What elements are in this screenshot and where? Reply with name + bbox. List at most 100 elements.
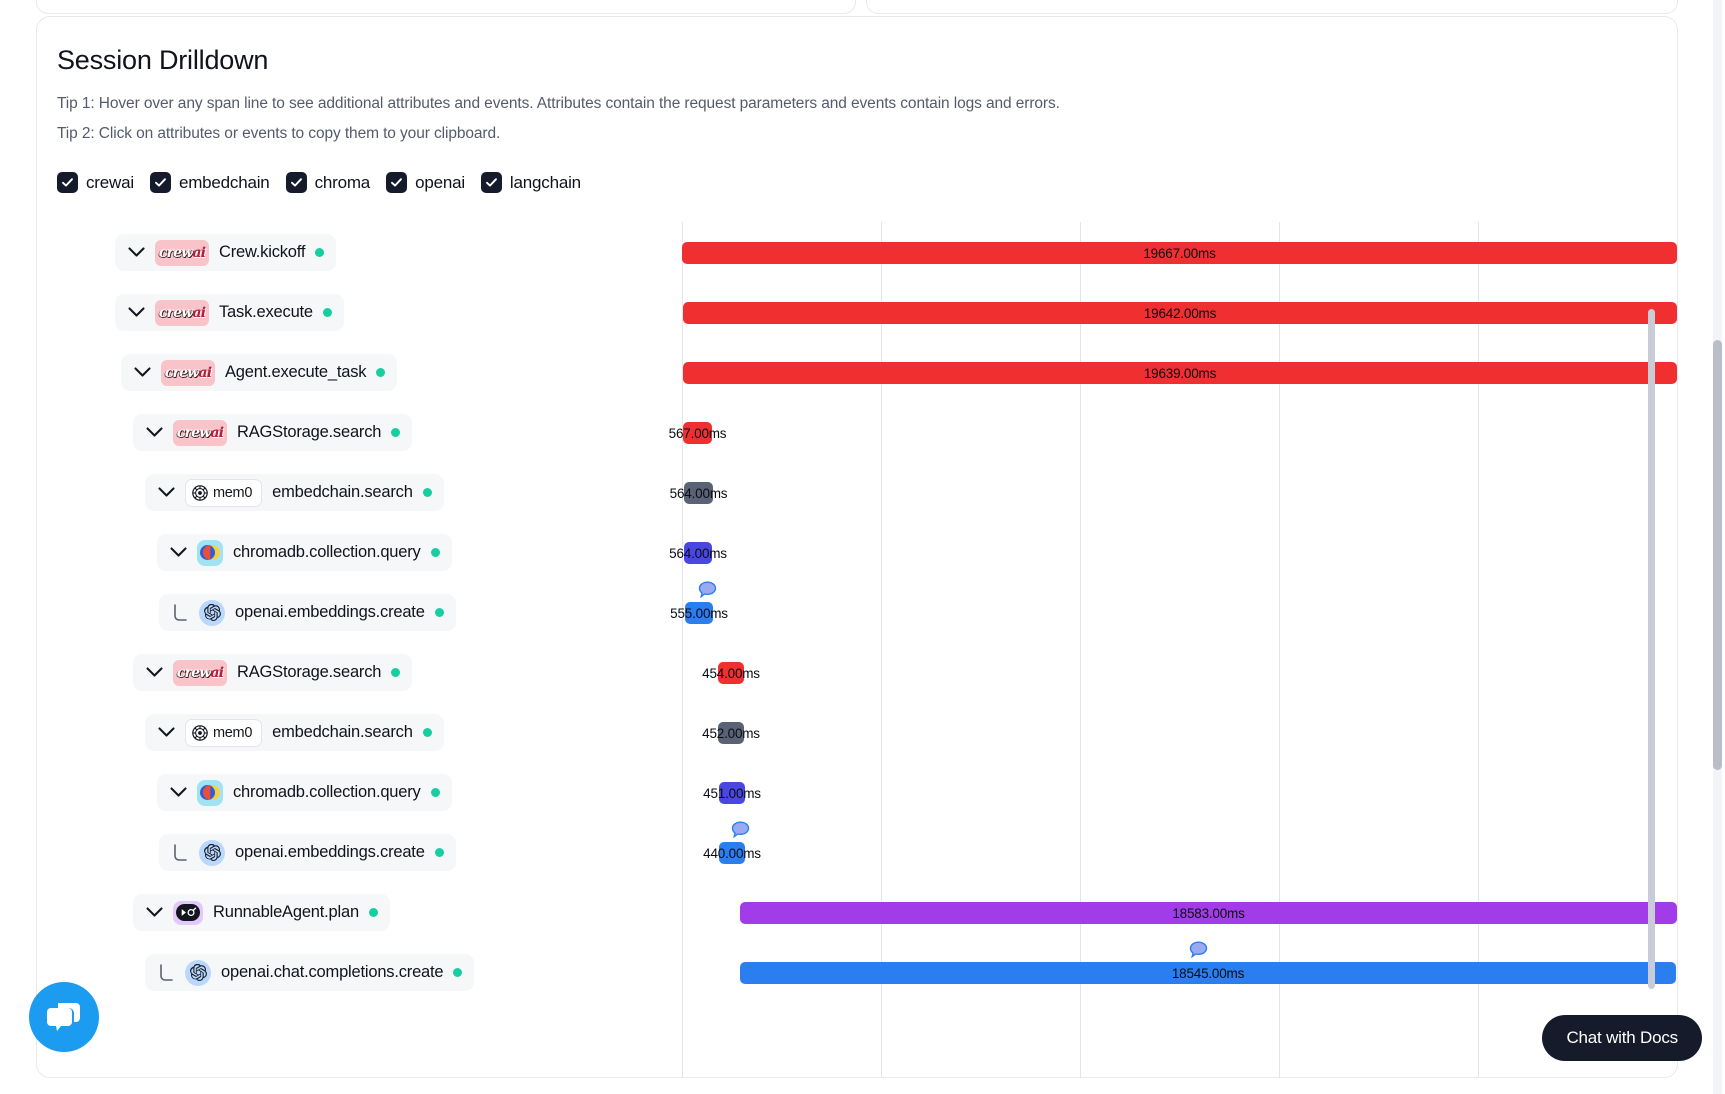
span-label-chromadb.collection.query[interactable]: chromadb.collection.query [157,774,452,811]
span-bar[interactable]: 452.00ms [702,722,760,744]
tree-elbow-icon [155,962,177,984]
span-bar[interactable]: 454.00ms [702,662,760,684]
page-scrollbar-thumb[interactable] [1713,340,1722,770]
checkbox-chroma[interactable] [285,172,307,193]
gridline [1478,222,1479,1078]
filter-openai[interactable]: openai [386,172,465,193]
span-bar[interactable]: 440.00ms [703,842,761,864]
span-bar[interactable]: 564.00ms [670,482,728,504]
span-row[interactable]: crew ai Crew.kickoff 19667.00ms [37,222,1677,282]
checkbox-langchain[interactable] [480,172,502,193]
span-label-Crew.kickoff[interactable]: crew ai Crew.kickoff [115,234,337,271]
span-bar[interactable]: 19642.00ms [683,302,1677,324]
span-label-openai.embeddings.create[interactable]: openai.embeddings.create [159,594,456,631]
span-row[interactable]: crew ai RAGStorage.search 454.00ms [37,642,1677,702]
chat-widget-button[interactable] [29,982,99,1052]
chevron-down-icon[interactable] [125,302,147,324]
openai-logo-icon [185,959,211,986]
span-label-RunnableAgent.plan[interactable]: RunnableAgent.plan [133,894,390,931]
crewai-logo-icon: crew ai [155,299,209,326]
span-label-Agent.execute_task[interactable]: crew ai Agent.execute_task [121,354,398,391]
span-label-embedchain.search[interactable]: mem0 embedchain.search [145,474,444,511]
checkbox-crewai[interactable] [57,172,78,193]
span-row[interactable]: crew ai Task.execute 19642.00ms [37,282,1677,342]
span-duration-label: 18583.00ms [1172,905,1245,921]
span-row[interactable]: openai.embeddings.create 555.00ms [37,581,1677,642]
status-dot [376,368,386,377]
mem0-logo-icon: mem0 [185,718,263,747]
span-label-openai.chat.completions.create[interactable]: openai.chat.completions.create [145,954,475,991]
chat-with-docs-button[interactable]: Chat with Docs [1542,1015,1702,1061]
chevron-down-icon[interactable] [167,782,189,804]
chevron-down-icon[interactable] [155,722,177,744]
checkbox-embedchain[interactable] [149,172,171,193]
span-bar[interactable]: 18545.00ms [740,962,1676,984]
event-marker-icon[interactable] [1189,941,1208,959]
span-name: embedchain.search [272,483,413,501]
previous-cards-strip [0,0,1725,16]
waterfall-gridlines [682,222,1677,1078]
span-name: embedchain.search [272,723,413,741]
event-marker-icon[interactable] [731,821,750,839]
span-row[interactable]: RunnableAgent.plan 18583.00ms [37,882,1677,942]
span-bar[interactable]: 451.00ms [703,782,761,804]
span-bar[interactable]: 18583.00ms [740,902,1677,924]
chevron-down-icon[interactable] [143,422,165,444]
span-duration-label: 19639.00ms [1143,365,1217,381]
filter-crewai[interactable]: crewai [57,172,134,193]
chevron-down-icon[interactable] [143,902,165,924]
chevron-down-icon[interactable] [167,542,189,564]
span-label-RAGStorage.search[interactable]: crew ai RAGStorage.search [133,654,413,691]
chevron-down-icon[interactable] [143,662,165,684]
span-row[interactable]: openai.embeddings.create 440.00ms [37,821,1677,882]
check-icon [391,178,403,187]
span-duration-label: 19667.00ms [1143,245,1216,261]
status-dot [453,968,463,977]
span-row[interactable]: chromadb.collection.query 564.00ms [37,522,1677,582]
chevron-down-icon[interactable] [125,242,147,264]
check-icon [485,178,497,187]
span-label-Task.execute[interactable]: crew ai Task.execute [115,294,344,331]
span-name: Crew.kickoff [219,243,306,261]
span-label-embedchain.search[interactable]: mem0 embedchain.search [145,714,444,751]
openai-logo-icon [199,599,225,626]
waterfall-scrollbar-thumb[interactable] [1648,309,1655,989]
span-duration-label: 19642.00ms [1143,305,1217,321]
status-dot [422,488,432,497]
span-row[interactable]: chromadb.collection.query 451.00ms [37,762,1677,822]
status-dot [422,728,432,737]
chroma-logo-icon [197,539,223,566]
filter-chroma[interactable]: chroma [285,172,370,193]
span-row[interactable]: crew ai RAGStorage.search 567.00ms [37,402,1677,462]
crewai-logo-icon: crew ai [173,419,227,446]
filter-embedchain[interactable]: embedchain [149,172,270,193]
gridline [682,222,683,1078]
chevron-down-icon[interactable] [131,362,153,384]
tree-elbow-icon [169,602,191,624]
span-name: openai.chat.completions.create [221,963,444,981]
provider-filter-group: crewai embedchain chroma openai langchain [57,172,597,193]
span-row[interactable]: crew ai Agent.execute_task 19639.00ms [37,342,1677,402]
span-bar[interactable]: 567.00ms [669,422,727,444]
span-label-openai.embeddings.create[interactable]: openai.embeddings.create [159,834,456,871]
span-bar[interactable]: 19639.00ms [683,362,1677,384]
span-label-chromadb.collection.query[interactable]: chromadb.collection.query [157,534,452,571]
span-row[interactable]: mem0 embedchain.search 452.00ms [37,702,1677,762]
crewai-logo-icon: crew ai [161,359,215,386]
span-bar[interactable]: 19667.00ms [682,242,1677,264]
session-drilldown-panel: Session Drilldown Tip 1: Hover over any … [36,16,1678,1078]
span-duration-label: 18545.00ms [1171,965,1245,981]
span-row[interactable]: mem0 embedchain.search 564.00ms [37,462,1677,522]
span-bar[interactable]: 564.00ms [669,542,727,564]
event-marker-icon[interactable] [698,581,717,599]
span-bar[interactable]: 555.00ms [670,602,728,624]
chevron-down-icon[interactable] [155,482,177,504]
filter-langchain[interactable]: langchain [480,172,581,193]
tree-elbow-icon [169,842,191,864]
span-label-RAGStorage.search[interactable]: crew ai RAGStorage.search [133,414,413,451]
check-icon [62,178,73,187]
checkbox-openai[interactable] [386,172,408,193]
span-row[interactable]: openai.chat.completions.create 18545.00ms [37,941,1677,1002]
previous-card-right [866,0,1678,14]
